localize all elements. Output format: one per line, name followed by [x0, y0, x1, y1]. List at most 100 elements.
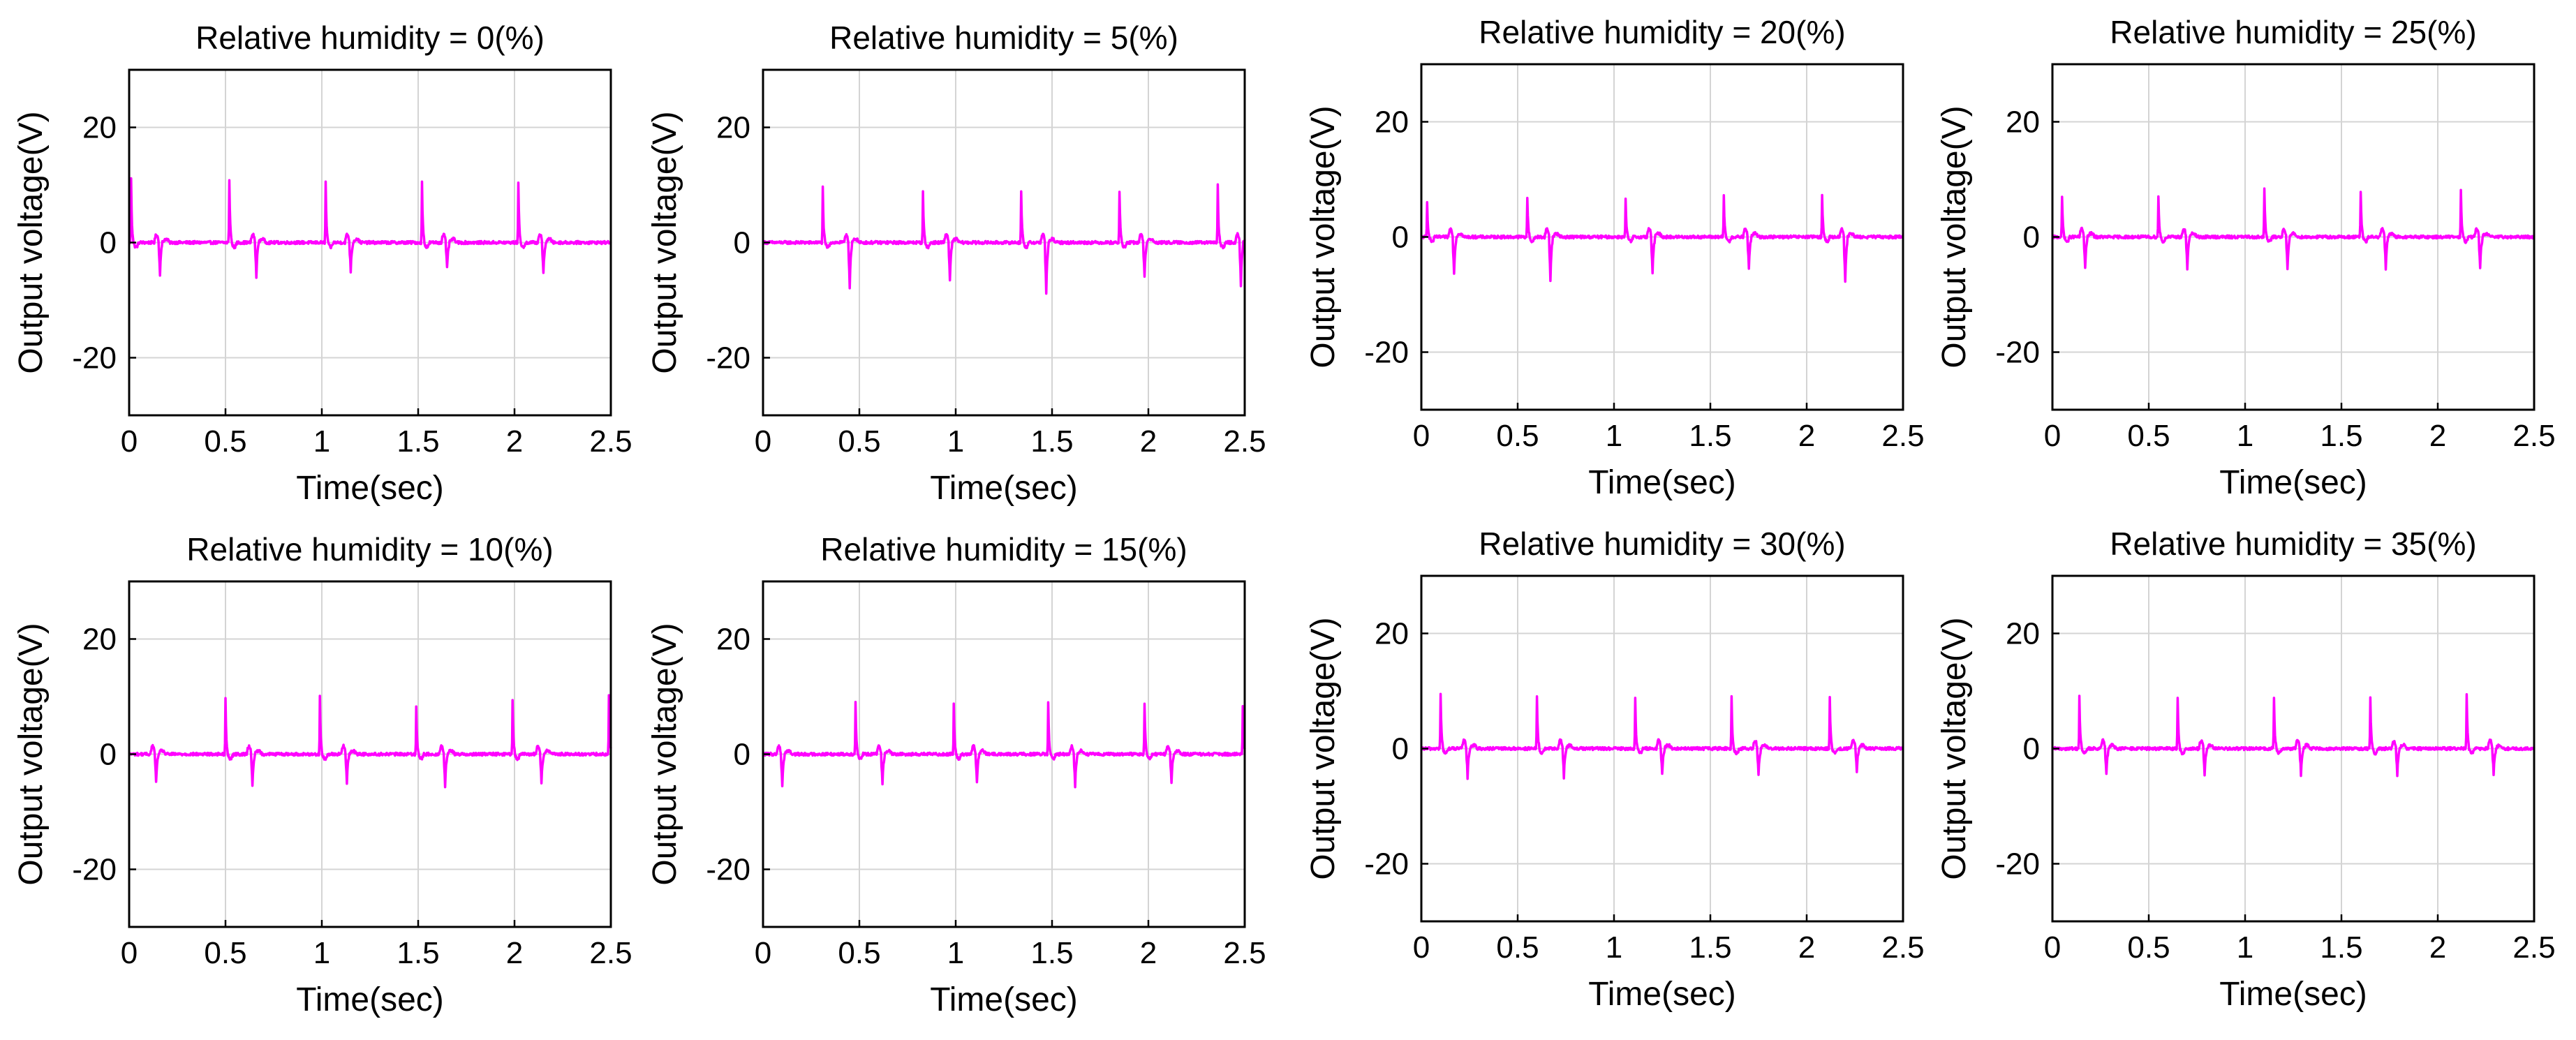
chart-panel: 0 0.5 1 1.5 2 2.5 -20 0 20 Relative humidity = 15…	[646, 531, 1266, 1018]
y-axis-label: Output voltage(V)	[13, 623, 50, 885]
x-tick-label: 1.5	[1689, 930, 1731, 965]
x-tick-label: 1	[947, 936, 964, 970]
x-tick-label: 2	[506, 424, 523, 459]
x-tick-label: 0.5	[2127, 419, 2170, 453]
x-tick-label: 0.5	[204, 424, 246, 459]
chart-title: Relative humidity = 20(%)	[1479, 14, 1845, 50]
x-tick-label: 2	[1140, 936, 1157, 970]
x-tick-label: 0.5	[1496, 419, 1539, 453]
y-tick-label: 20	[1375, 617, 1409, 651]
x-axis-label: Time(sec)	[930, 470, 1078, 507]
y-tick-label: 0	[2023, 221, 2040, 255]
voltage-series-line	[1420, 692, 1904, 780]
x-tick-label: 2	[1798, 930, 1815, 965]
x-axis-label: Time(sec)	[2219, 976, 2367, 1013]
x-tick-label: 0	[121, 936, 138, 970]
x-axis-label: Time(sec)	[2219, 464, 2367, 501]
x-axis-label: Time(sec)	[296, 981, 444, 1018]
x-tick-label: 1.5	[1030, 424, 1073, 459]
voltage-series-line	[2051, 187, 2536, 271]
x-tick-label: 0	[1413, 419, 1430, 453]
y-tick-label: -20	[1995, 336, 2040, 370]
chart-panel: 0 0.5 1 1.5 2 2.5 -20 0 20 Relative humidity = 20…	[1305, 14, 1925, 501]
chart-panel: 0 0.5 1 1.5 2 2.5 -20 0 20 Relative humidity = 25…	[1936, 14, 2556, 501]
y-tick-label: 0	[2023, 732, 2040, 766]
x-tick-label: 0.5	[838, 424, 880, 459]
x-axis-label: Time(sec)	[930, 981, 1078, 1018]
voltage-series-line	[762, 183, 1246, 295]
x-tick-label: 2.5	[2512, 419, 2555, 453]
y-tick-label: 20	[2006, 105, 2040, 140]
chart-panel: 0 0.5 1 1.5 2 2.5 -20 0 20 Relative humidity = 5(…	[646, 20, 1266, 507]
chart-panel: 0 0.5 1 1.5 2 2.5 -20 0 20 Relative humidity = 35…	[1936, 526, 2556, 1013]
chart-title: Relative humidity = 15(%)	[820, 531, 1187, 567]
y-axis-label: Output voltage(V)	[1305, 617, 1342, 879]
y-tick-label: 0	[1392, 221, 1409, 255]
y-axis-label: Output voltage(V)	[1936, 105, 1973, 368]
chart-title: Relative humidity = 0(%)	[195, 20, 545, 56]
chart-title: Relative humidity = 35(%)	[2110, 526, 2476, 562]
chart-title: Relative humidity = 10(%)	[186, 531, 553, 567]
y-tick-label: 20	[716, 111, 750, 145]
y-tick-label: 0	[734, 738, 750, 772]
y-tick-label: -20	[706, 341, 750, 376]
x-tick-label: 0.5	[838, 936, 880, 970]
x-axis-label: Time(sec)	[1588, 464, 1736, 501]
y-tick-label: 20	[2006, 617, 2040, 651]
x-tick-label: 0	[1413, 930, 1430, 965]
x-tick-label: 2	[2429, 930, 2446, 965]
x-tick-label: 1	[2237, 930, 2253, 965]
y-axis-label: Output voltage(V)	[646, 111, 683, 373]
chart-panel: 0 0.5 1 1.5 2 2.5 -20 0 20 Relative humidity = 30…	[1305, 526, 1925, 1013]
x-tick-label: 2.5	[1223, 424, 1266, 459]
chart-panel: 0 0.5 1 1.5 2 2.5 -20 0 20 Relative humidity = 0(…	[13, 20, 632, 507]
x-tick-label: 0.5	[204, 936, 246, 970]
chart-title: Relative humidity = 30(%)	[1479, 526, 1845, 562]
x-tick-label: 1	[313, 936, 330, 970]
y-axis-label: Output voltage(V)	[13, 111, 50, 373]
x-tick-label: 2	[2429, 419, 2446, 453]
x-tick-label: 2.5	[589, 936, 632, 970]
voltage-series-line	[128, 177, 612, 279]
y-axis-label: Output voltage(V)	[646, 623, 683, 885]
x-tick-label: 2	[1140, 424, 1157, 459]
y-tick-label: 20	[716, 623, 750, 657]
x-tick-label: 0.5	[2127, 930, 2170, 965]
x-tick-label: 1.5	[2320, 419, 2362, 453]
x-tick-label: 1	[1606, 419, 1622, 453]
x-tick-label: 2	[506, 936, 523, 970]
x-tick-label: 2.5	[1223, 936, 1266, 970]
y-tick-label: 0	[1392, 732, 1409, 766]
x-tick-label: 2	[1798, 419, 1815, 453]
x-tick-label: 0	[2044, 419, 2061, 453]
x-tick-label: 1.5	[1030, 936, 1073, 970]
voltage-series-line	[762, 700, 1246, 789]
y-tick-label: 0	[100, 738, 117, 772]
y-tick-label: -20	[706, 853, 750, 887]
chart-panel: 0 0.5 1 1.5 2 2.5 -20 0 20 Relative humidity = 10…	[13, 531, 632, 1018]
x-tick-label: 1	[1606, 930, 1622, 965]
x-tick-label: 1.5	[397, 424, 439, 459]
y-axis-label: Output voltage(V)	[1305, 105, 1342, 368]
x-tick-label: 1.5	[397, 936, 439, 970]
voltage-series-line	[1420, 193, 1904, 283]
x-tick-label: 0	[121, 424, 138, 459]
y-axis-label: Output voltage(V)	[1936, 617, 1973, 879]
x-tick-label: 2.5	[589, 424, 632, 459]
y-tick-label: 0	[100, 226, 117, 260]
x-tick-label: 1	[947, 424, 964, 459]
y-tick-label: -20	[1364, 336, 1409, 370]
x-tick-label: 0	[2044, 930, 2061, 965]
x-tick-label: 1.5	[1689, 419, 1731, 453]
x-tick-label: 2.5	[1881, 419, 1924, 453]
x-tick-label: 2.5	[1881, 930, 1924, 965]
x-tick-label: 1	[313, 424, 330, 459]
chart-title: Relative humidity = 25(%)	[2110, 14, 2476, 50]
y-tick-label: 0	[734, 226, 750, 260]
y-tick-label: -20	[1364, 847, 1409, 882]
chart-title: Relative humidity = 5(%)	[829, 20, 1178, 56]
y-tick-label: -20	[72, 341, 117, 376]
y-tick-label: -20	[72, 853, 117, 887]
voltage-series-line	[2051, 693, 2536, 778]
